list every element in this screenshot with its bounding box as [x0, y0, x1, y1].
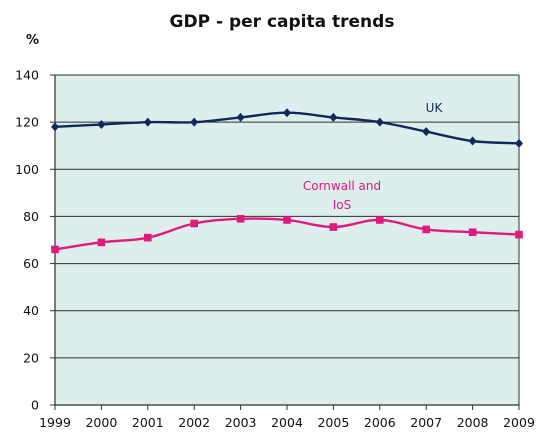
y-axis-unit-label: % [26, 33, 39, 48]
series-label: UK [426, 101, 444, 115]
data-point-marker [329, 112, 338, 122]
y-tick-label: 60 [23, 256, 39, 271]
data-point-marker [468, 136, 477, 146]
y-tick-label: 120 [15, 115, 39, 130]
data-point-marker [51, 245, 59, 254]
data-point-marker [143, 117, 152, 127]
data-point-marker [190, 219, 198, 228]
series-label-line: UK [426, 101, 444, 115]
x-tick-label: 2009 [503, 415, 535, 430]
data-point-marker [329, 223, 338, 231]
data-point-marker [468, 228, 477, 237]
data-point-marker [144, 233, 152, 242]
x-tick-label: 2003 [225, 415, 257, 430]
x-tick-label: 2000 [85, 415, 117, 430]
y-tick-label: 20 [23, 350, 39, 365]
x-tick-label: 2002 [178, 415, 210, 430]
y-tick-label: 80 [23, 209, 39, 224]
x-tick-label: 2001 [132, 415, 164, 430]
data-point-marker [283, 216, 291, 224]
data-point-marker [515, 138, 523, 148]
x-tick-label: 2005 [317, 415, 349, 430]
y-tick-label: 100 [15, 162, 39, 177]
x-tick-label: 2008 [457, 415, 489, 430]
data-point-marker [422, 127, 431, 137]
series-lines [51, 108, 523, 254]
data-point-marker [422, 225, 430, 234]
series-cornwall [51, 214, 523, 254]
x-tick-label: 2006 [364, 415, 396, 430]
data-point-marker [375, 117, 384, 127]
data-point-marker [190, 117, 199, 127]
chart-title: GDP - per capita trends [169, 12, 395, 32]
series-label: Cornwall and IoS [303, 179, 381, 212]
y-tick-labels: 0 20 40 60 80 100 120 140 [15, 68, 55, 413]
y-tick-label: 140 [15, 68, 39, 83]
y-tick-label: 40 [23, 303, 39, 318]
data-point-marker [283, 108, 291, 118]
x-tick-labels: 1999 2000 2001 2002 2003 2004 2005 2006 2007 2008… [39, 405, 535, 430]
data-point-marker [376, 216, 384, 224]
data-point-marker [97, 238, 106, 247]
series-labels: UK Cornwall and IoS [303, 101, 444, 212]
data-point-marker [51, 122, 59, 132]
series-label-line: IoS [333, 198, 352, 212]
x-tick-label: 2007 [410, 415, 442, 430]
data-point-marker [236, 214, 245, 223]
x-tick-label: 1999 [39, 415, 71, 430]
data-point-marker [236, 112, 245, 122]
x-tick-label: 2004 [271, 415, 303, 430]
y-tick-label: 0 [31, 398, 39, 413]
data-point-marker [515, 230, 523, 239]
series-label-line: Cornwall and [303, 179, 381, 193]
series-uk [51, 108, 523, 148]
data-point-marker [97, 120, 106, 129]
